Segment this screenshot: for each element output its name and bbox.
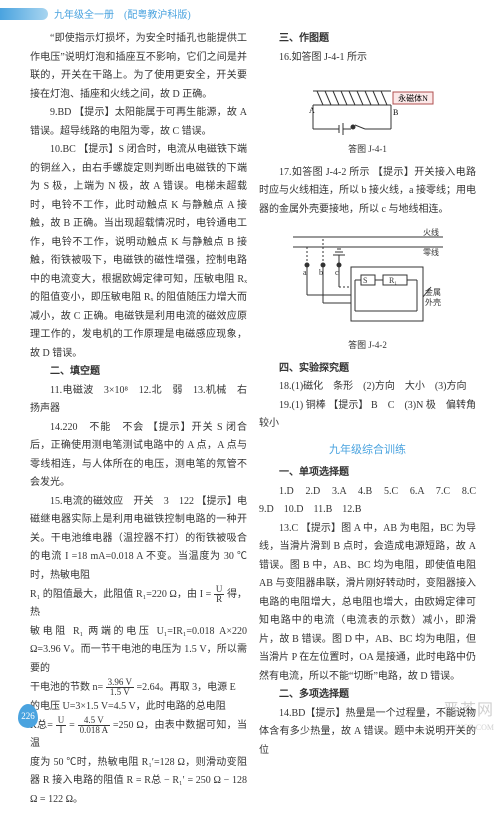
svg-text:c: c — [335, 268, 339, 277]
svg-text:S: S — [363, 276, 367, 285]
text-block: 9.BD 【提示】太阳能属于可再生能源，故 A 错误。超导线路的电阻为零，故 C… — [30, 104, 247, 141]
magnet-label: 永磁体N — [398, 93, 428, 103]
svg-text:b: b — [319, 268, 323, 277]
text-block: R总= UI = 4.5 V0.018 A =250 Ω，由表中数据可知，当温 — [30, 716, 247, 754]
content-columns: “即使指示灯损坏，为安全时插孔也能提供工作电压”说明灯泡和插座互不影响，它们之间… — [0, 24, 500, 815]
diagram-caption: 答图 J-4-2 — [259, 337, 476, 354]
svg-text:火线: 火线 — [423, 227, 439, 237]
text-fragment: =2.64。再取 3，电源 E — [136, 682, 235, 693]
text-fragment: 干电池的节数 n= — [30, 682, 103, 693]
svg-text:零线: 零线 — [423, 247, 439, 257]
text-block: R₁ 的阻值最大，此阻值 R₁=220 Ω，由 I = UR 得，热 — [30, 585, 247, 623]
text-block: 度为 50 ℃时，热敏电阻 R₁′=128 Ω，则滑动变阻器 R 接入电路的阻值… — [30, 754, 247, 810]
diagram-magnet: 永磁体N A B 答图 J-4-1 — [259, 73, 476, 158]
section-title: 三、作图题 — [259, 30, 476, 49]
text-block: 敏电阻 R₁ 两端的电压 U₁=IR₁=0.018 A×220 Ω=3.96 V… — [30, 623, 247, 679]
section-title: 二、填空题 — [30, 363, 247, 382]
text-block: 10.BC 【提示】S 闭合时，电流从电磁铁下端的铜丝入，由右手螺旋定则判断出电… — [30, 141, 247, 363]
fraction: 3.96 V1.5 V — [106, 678, 134, 697]
section-title: 一、单项选择题 — [259, 464, 476, 483]
text-block: 14.220 不能 不会 【提示】开关 S 闭合后，正确使用测电笔测试电路中的 … — [30, 419, 247, 493]
text-block: 11.电磁波 3×10⁸ 12.北 弱 13.机械 右 扬声器 — [30, 382, 247, 419]
right-column: 三、作图题 16.如答图 J-4-1 所示 永磁体N A B — [259, 30, 476, 809]
diagram-caption: 答图 J-4-1 — [259, 141, 476, 158]
text-block: 18.(1)磁化 条形 (2)方向 大小 (3)方向 — [259, 378, 476, 397]
text-fragment: R₁ 的阻值最大，此阻值 R₁=220 Ω，由 I = — [30, 589, 211, 600]
watermark: 晋茶网 — [443, 696, 494, 720]
page-number-badge: 226 — [18, 704, 38, 728]
subheading: 九年级综合训练 — [259, 440, 476, 460]
page-header: 九年级全一册 (配粤教沪科版) — [0, 0, 500, 24]
magnet-svg: 永磁体N A B — [293, 73, 443, 139]
label-a: A — [309, 106, 315, 115]
header-title: 九年级全一册 (配粤教沪科版) — [48, 10, 191, 21]
fraction: UR — [214, 585, 225, 604]
watermark-small: MXQE.COM — [450, 723, 494, 732]
left-column: “即使指示灯损坏，为安全时插孔也能提供工作电压”说明灯泡和插座互不影响，它们之间… — [30, 30, 247, 809]
circuit-svg: 火线 零线 a b c — [283, 225, 453, 335]
text-block: 13.C 【提示】图 A 中，AB 为电阻，BC 为导线，当滑片滑到 B 点时，… — [259, 520, 476, 687]
section-title: 四、实验探究题 — [259, 360, 476, 379]
text-block: 16.如答图 J-4-1 所示 — [259, 49, 476, 68]
page-footer: 226 — [18, 704, 42, 728]
header-accent-bar — [0, 8, 48, 20]
text-block: 15.电流的磁效应 开关 3 122 【提示】电磁继电器实际上是利用电磁铁控制电… — [30, 493, 247, 586]
text-block: 17.如答图 J-4-2 所示 【提示】开关接入电路时应与火线相连，所以 b 接… — [259, 164, 476, 220]
fraction: UI — [56, 716, 67, 735]
text-block: 1.D 2.D 3.A 4.B 5.C 6.A 7.C 8.C 9.D 10.D… — [259, 483, 476, 520]
text-block: 干电池的节数 n= 3.96 V1.5 V =2.64。再取 3，电源 E — [30, 678, 247, 697]
diagram-circuit: 火线 零线 a b c — [259, 225, 476, 354]
text-block: “即使指示灯损坏，为安全时插孔也能提供工作电压”说明灯泡和插座互不影响，它们之间… — [30, 30, 247, 104]
fraction: 4.5 V0.018 A — [78, 716, 111, 735]
text-block: 19.(1) 铜棒 【提示】 B C (3)N 极 偏转角较小 — [259, 397, 476, 434]
label-b: B — [393, 108, 398, 117]
text-block: 的电压 U=3×1.5 V=4.5 V，此时电路的总电阻 — [30, 698, 247, 717]
svg-text:R₁: R₁ — [389, 276, 397, 285]
svg-text:外壳: 外壳 — [425, 297, 441, 307]
svg-text:a: a — [303, 268, 307, 277]
